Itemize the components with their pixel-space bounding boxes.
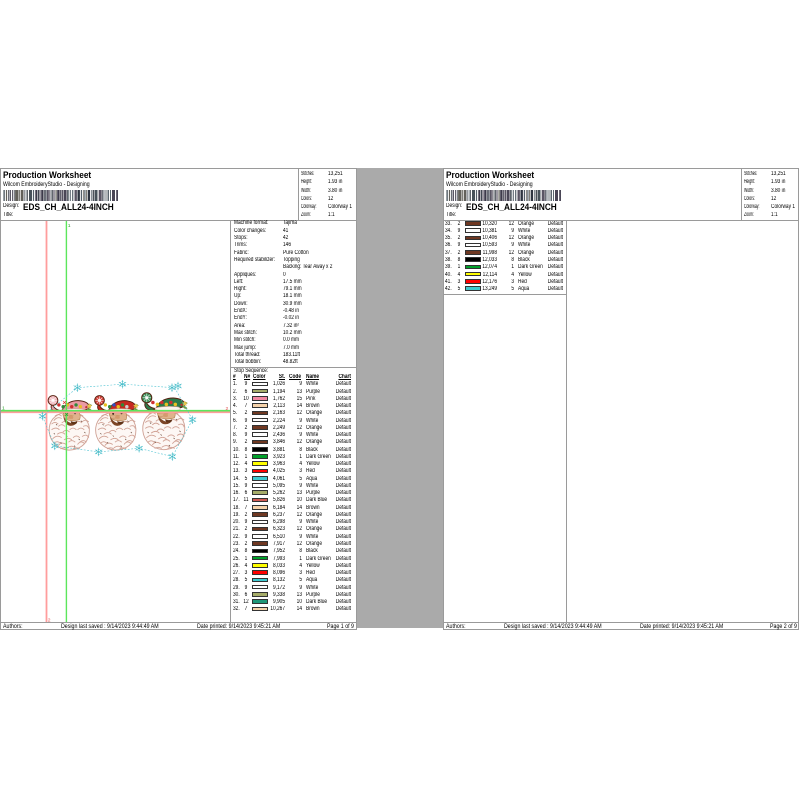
svg-text:2: 2 (225, 406, 228, 412)
svg-text:1: 1 (67, 223, 70, 229)
svg-text:2: 2 (47, 617, 50, 623)
svg-text:1: 1 (2, 405, 5, 411)
